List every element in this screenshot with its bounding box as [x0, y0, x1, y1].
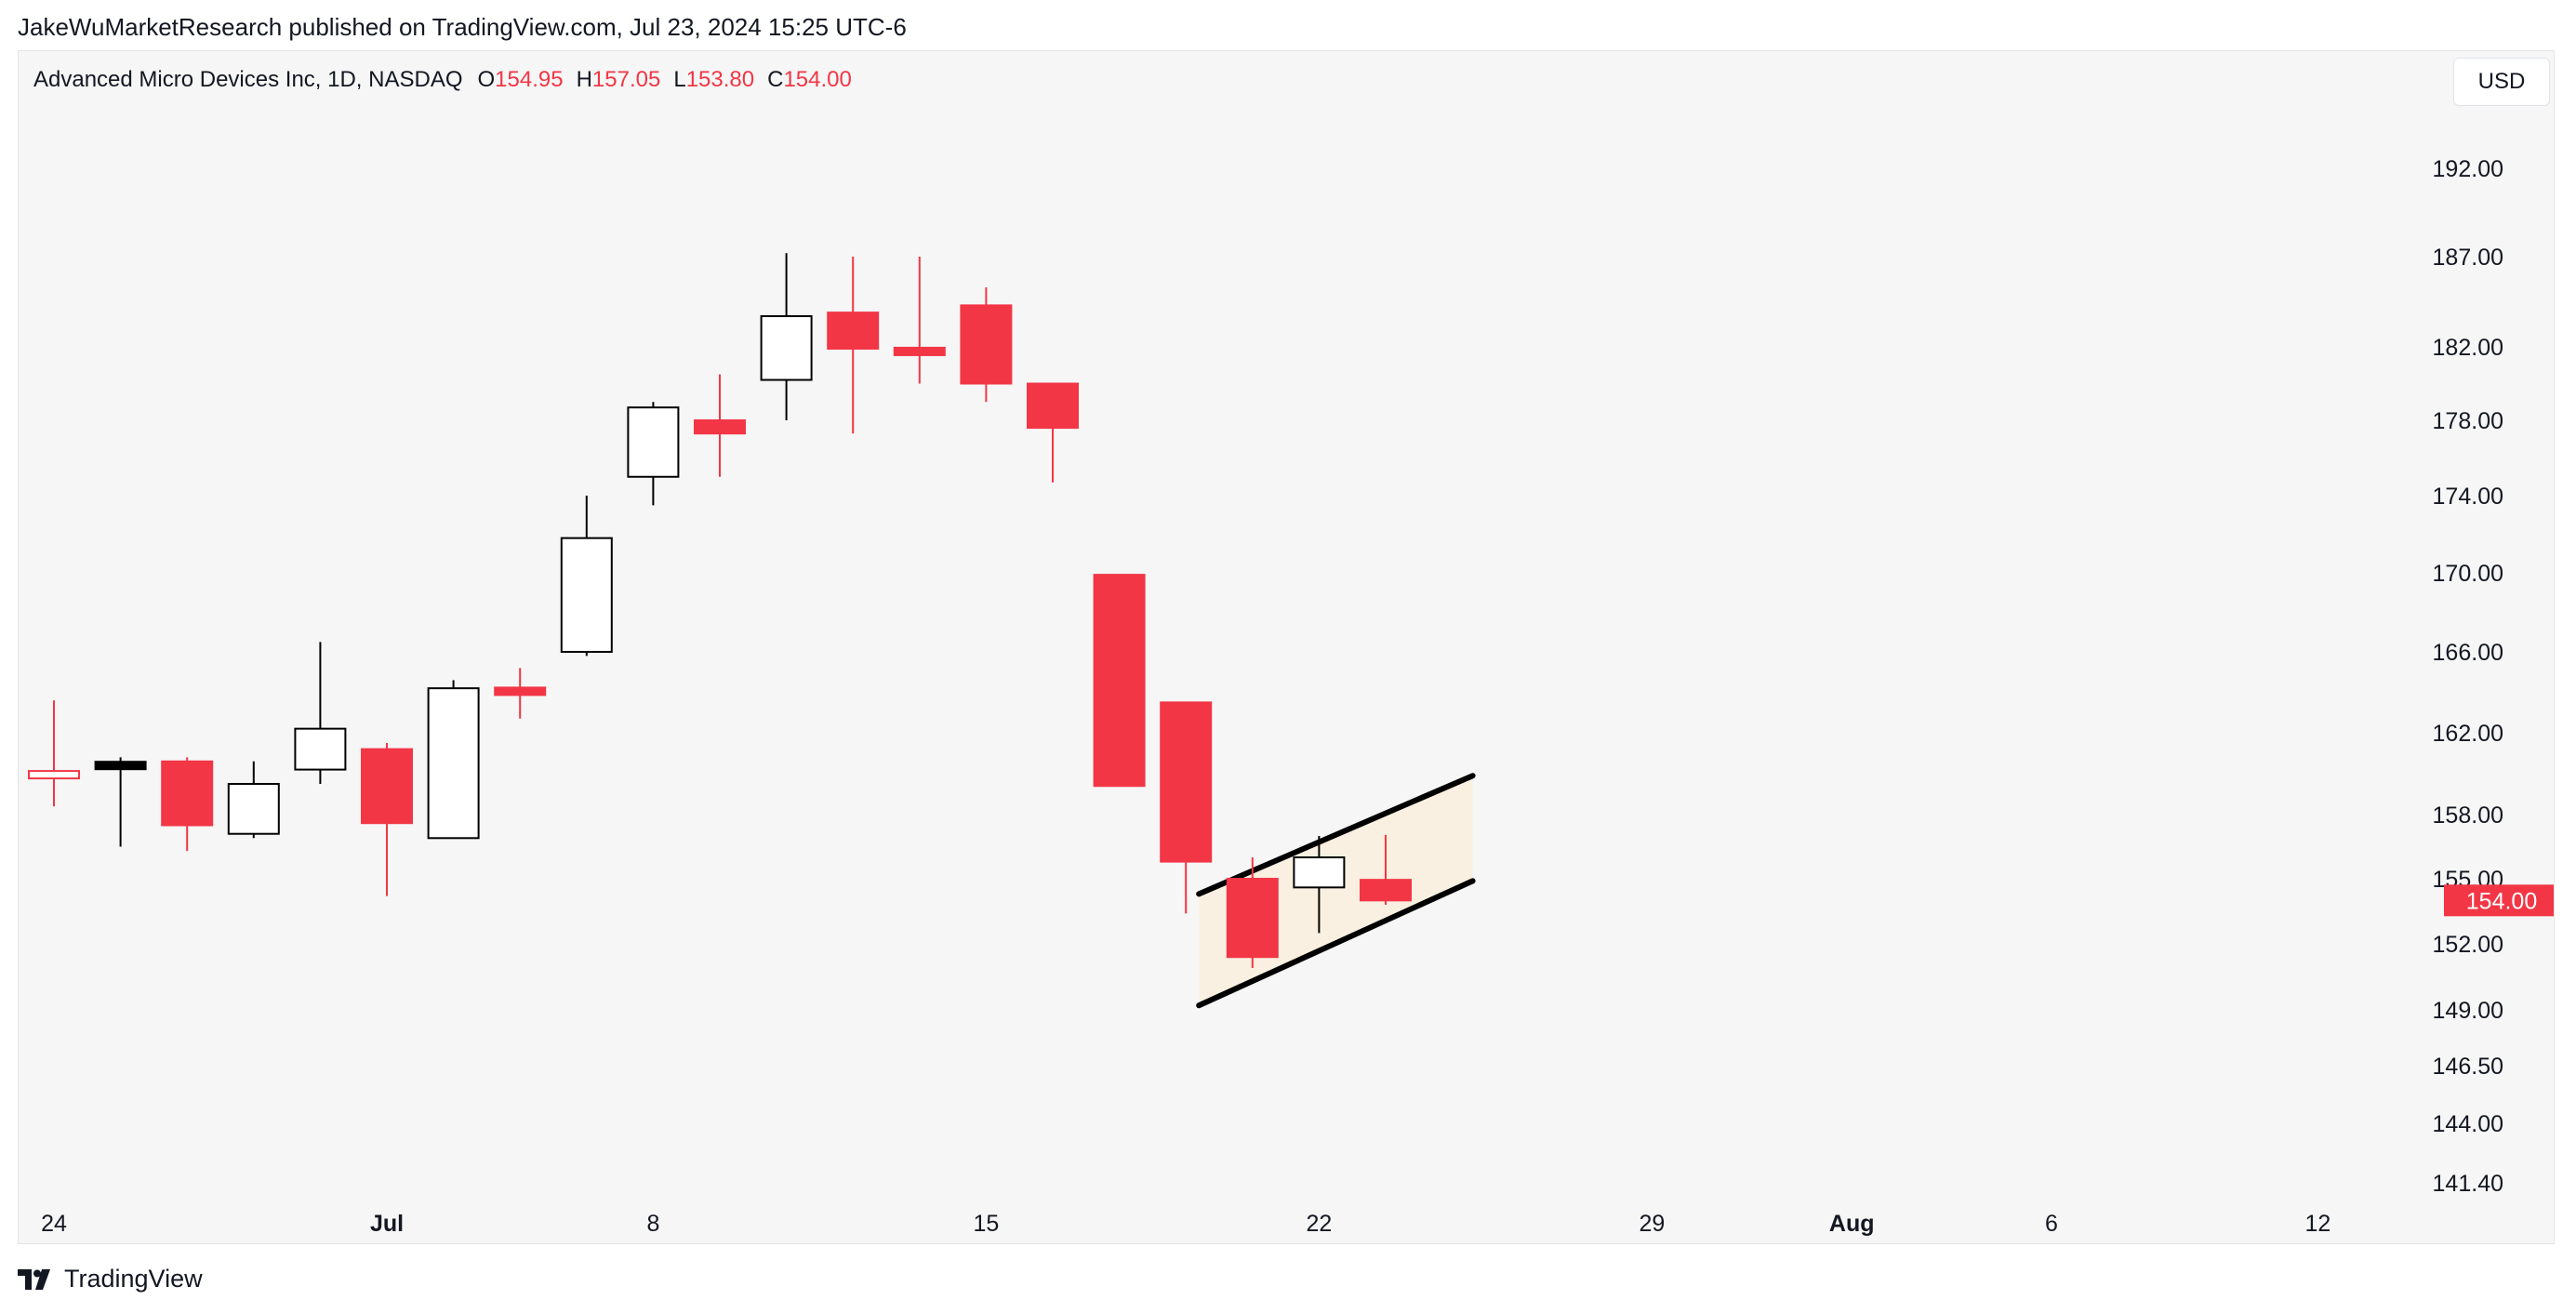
tradingview-brand-text: TradingView [64, 1265, 203, 1293]
y-tick-label: 141.40 [2433, 1171, 2503, 1197]
footer-brand[interactable]: TradingView [18, 1265, 203, 1293]
x-tick-label: 8 [646, 1211, 659, 1237]
x-tick-label: 22 [1306, 1211, 1332, 1237]
candle [1226, 857, 1279, 969]
candle [893, 257, 946, 384]
candle-body [294, 727, 347, 771]
candle [1093, 574, 1146, 788]
candle [494, 668, 547, 719]
candle-body [1360, 879, 1412, 902]
candle [560, 496, 613, 656]
channel-lower-line [1196, 878, 1476, 1009]
x-axis: 24 Jul 8 15 22 29 Aug 6 12 [41, 1211, 2330, 1237]
y-tick-label: 170.00 [2433, 561, 2503, 587]
candle [960, 286, 1013, 403]
candle [94, 757, 147, 847]
y-tick-label: 162.00 [2433, 721, 2503, 747]
open-label: O [477, 67, 496, 92]
x-tick-label: Jul [370, 1211, 404, 1237]
open-value: 154.95 [495, 67, 564, 92]
channel-upper-line [1196, 773, 1476, 897]
candle-body [427, 687, 480, 840]
candle-body [1027, 382, 1079, 430]
candle-body [94, 761, 147, 771]
candle-body [560, 537, 613, 654]
candle [1293, 836, 1346, 934]
x-tick-label: Aug [1829, 1211, 1875, 1237]
candle-body [1160, 701, 1213, 863]
x-tick-label: 29 [1639, 1211, 1665, 1237]
candle-body [1226, 878, 1279, 959]
candle-body [361, 748, 413, 825]
candle-body [960, 304, 1013, 385]
candle-body [161, 760, 214, 827]
low-label: L [673, 67, 686, 92]
candle [294, 642, 347, 784]
y-tick-label: 152.00 [2433, 932, 2503, 958]
candles-group [28, 253, 1412, 969]
y-tick-label: 187.00 [2433, 245, 2503, 271]
candle-body [28, 770, 80, 780]
x-tick-label: 6 [2045, 1211, 2058, 1237]
chart-panel[interactable] [18, 50, 2555, 1244]
y-tick-label: 174.00 [2433, 484, 2503, 510]
symbol-name: Advanced Micro Devices Inc, 1D, NASDAQ [33, 67, 463, 92]
low-value: 153.80 [685, 67, 755, 92]
x-tick-label: 15 [973, 1211, 999, 1237]
tradingview-logo-icon [18, 1268, 50, 1290]
high-value: 157.05 [591, 67, 661, 92]
candle-body [760, 315, 813, 381]
candle [361, 743, 413, 896]
close-value: 154.00 [783, 67, 852, 92]
candle [1027, 382, 1079, 483]
candle [227, 761, 280, 839]
y-tick-label: 192.00 [2433, 156, 2503, 182]
y-tick-label: 182.00 [2433, 335, 2503, 361]
x-tick-label: 24 [41, 1211, 67, 1237]
candle [627, 402, 680, 506]
candle [1160, 701, 1213, 914]
candle-body [893, 346, 946, 356]
publisher-line: JakeWuMarketResearch published on Tradin… [18, 13, 907, 41]
candle-body [227, 783, 280, 835]
candle [1360, 834, 1412, 905]
candle-body [1093, 574, 1146, 788]
candle-body [827, 312, 880, 350]
candle [760, 253, 813, 420]
currency-button[interactable]: USD [2453, 58, 2550, 106]
last-price-badge [2444, 884, 2554, 917]
last-price-label: 154.00 [2466, 888, 2537, 914]
y-axis: 192.00 187.00 182.00 178.00 174.00 170.00 166.… [2433, 156, 2503, 1197]
candle-body [694, 419, 746, 435]
candle [161, 757, 214, 852]
candle [28, 700, 80, 807]
candle-body [494, 686, 547, 696]
y-tick-label: 178.00 [2433, 408, 2503, 434]
y-tick-label: 146.50 [2433, 1054, 2503, 1080]
high-label: H [576, 67, 592, 92]
last-price-marker: 154.00 [2444, 884, 2554, 917]
y-tick-label: 149.00 [2433, 998, 2503, 1024]
candle [427, 680, 480, 840]
symbol-legend: Advanced Micro Devices Inc, 1D, NASDAQ O1… [33, 67, 865, 93]
y-tick-label: 166.00 [2433, 640, 2503, 666]
candle-body [1293, 856, 1346, 889]
candle-body [627, 406, 680, 478]
candle [694, 374, 746, 477]
y-tick-label: 158.00 [2433, 802, 2503, 829]
x-tick-label: 12 [2304, 1211, 2330, 1237]
candle [827, 257, 880, 434]
y-tick-label: 144.00 [2433, 1111, 2503, 1137]
close-label: C [767, 67, 784, 92]
